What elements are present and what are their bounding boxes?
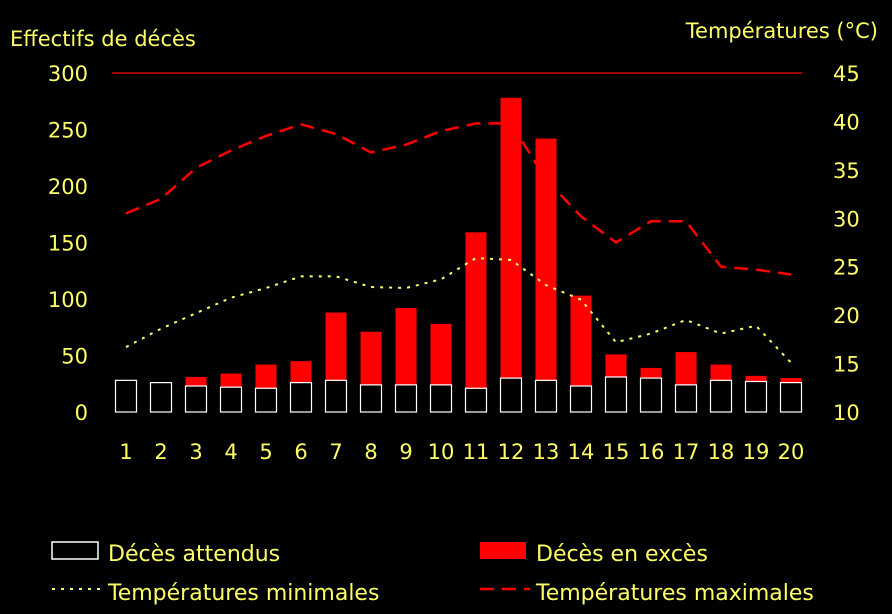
legend-item-expected: Décès attendus — [51, 541, 280, 567]
legend: Décès attendus Décès en excès Températur… — [51, 541, 814, 606]
bar-excess-deaths — [640, 367, 662, 379]
x-tick-label: 8 — [364, 440, 377, 464]
y-left-tick-label: 100 — [48, 288, 88, 312]
bar-expected-deaths — [744, 380, 768, 413]
legend-item-max-temp: Températures maximales — [480, 581, 814, 606]
x-tick-label: 3 — [189, 440, 202, 464]
bar-expected-deaths — [534, 379, 558, 413]
legend-swatch-excess — [480, 542, 526, 559]
y-left-tick-labels: 0 50 100 150 200 250 300 — [48, 62, 88, 425]
x-tick-label: 19 — [743, 440, 770, 464]
x-tick-label: 6 — [294, 440, 307, 464]
bar-expected-deaths — [149, 382, 173, 413]
x-tick-label: 11 — [463, 440, 490, 464]
y-left-tick-label: 0 — [75, 401, 88, 425]
y-left-tick-label: 200 — [48, 175, 88, 199]
y-right-tick-label: 40 — [833, 110, 860, 134]
legend-label-excess: Décès en excès — [536, 542, 708, 567]
bar-expected-deaths — [254, 387, 278, 413]
bar-expected-deaths — [359, 384, 383, 413]
x-tick-label: 13 — [533, 440, 560, 464]
bar-excess-deaths — [745, 375, 767, 382]
x-tick-label: 16 — [638, 440, 665, 464]
x-tick-label: 17 — [673, 440, 700, 464]
y-left-tick-label: 50 — [61, 345, 88, 369]
bar-expected-deaths — [429, 384, 453, 413]
bar-expected-deaths — [569, 385, 593, 413]
bar-expected-deaths — [324, 379, 348, 413]
legend-item-min-temp: Températures minimales — [52, 581, 379, 606]
bar-expected-deaths — [184, 385, 208, 413]
legend-label-max-temp: Températures maximales — [535, 581, 814, 606]
bar-expected-deaths — [639, 377, 663, 413]
y-left-tick-label: 250 — [48, 119, 88, 143]
bar-expected-deaths — [604, 376, 628, 413]
x-tick-label: 1 — [119, 440, 132, 464]
x-tick-label: 12 — [498, 440, 525, 464]
x-tick-label: 20 — [778, 440, 805, 464]
bar-excess-deaths — [185, 376, 207, 387]
x-tick-label: 2 — [154, 440, 167, 464]
y-right-axis-title: Températures (°C) — [685, 19, 878, 43]
x-tick-label: 10 — [428, 440, 455, 464]
x-tick-labels: 1 2 3 4 5 6 7 8 9 10 11 12 13 14 15 16 17 18 19 20 — [119, 440, 804, 464]
y-right-tick-labels: 10 15 20 25 30 35 40 45 — [833, 62, 860, 425]
y-right-tick-label: 15 — [833, 353, 860, 377]
y-left-tick-label: 150 — [48, 232, 88, 256]
bar-excess-deaths — [430, 323, 452, 385]
y-right-tick-label: 45 — [833, 62, 860, 86]
y-right-tick-label: 25 — [833, 256, 860, 280]
x-tick-label: 4 — [224, 440, 237, 464]
bar-excess-deaths — [290, 361, 312, 383]
bar-expected-deaths — [499, 377, 523, 413]
bar-expected-deaths — [674, 384, 698, 413]
temperature-lines-group — [125, 122, 792, 364]
x-tick-label: 7 — [329, 440, 342, 464]
bar-expected-deaths — [114, 379, 138, 413]
x-tick-label: 15 — [603, 440, 630, 464]
bar-excess-deaths — [465, 232, 487, 389]
x-tick-label: 9 — [399, 440, 412, 464]
legend-item-excess: Décès en excès — [480, 542, 708, 567]
y-right-tick-label: 35 — [833, 159, 860, 183]
y-left-axis-title: Effectifs de décès — [10, 27, 196, 51]
bar-expected-deaths — [709, 379, 733, 413]
legend-swatch-expected — [51, 541, 99, 560]
bars-group — [114, 97, 803, 413]
bar-expected-deaths — [289, 382, 313, 413]
bar-expected-deaths — [464, 387, 488, 413]
bar-expected-deaths — [394, 384, 418, 413]
y-right-tick-label: 20 — [833, 304, 860, 328]
line-min-temperature — [125, 256, 792, 364]
bar-expected-deaths — [219, 386, 243, 413]
legend-label-min-temp: Températures minimales — [107, 581, 379, 606]
bar-excess-deaths — [605, 354, 627, 377]
bar-excess-deaths — [325, 312, 347, 381]
bar-excess-deaths — [395, 308, 417, 385]
bar-excess-deaths — [675, 352, 697, 385]
bar-excess-deaths — [570, 295, 592, 387]
y-left-tick-label: 300 — [48, 62, 88, 86]
bar-expected-deaths — [779, 382, 803, 413]
bar-excess-deaths — [360, 331, 382, 385]
bar-excess-deaths — [710, 364, 732, 381]
bar-excess-deaths — [220, 373, 242, 388]
y-right-tick-label: 30 — [833, 207, 860, 231]
legend-label-expected: Décès attendus — [108, 542, 280, 567]
line-max-temperature — [125, 122, 792, 276]
x-tick-label: 18 — [708, 440, 735, 464]
bar-excess-deaths — [780, 378, 802, 383]
bar-excess-deaths — [535, 138, 557, 381]
y-right-tick-label: 10 — [833, 401, 860, 425]
x-tick-label: 14 — [568, 440, 595, 464]
x-tick-label: 5 — [259, 440, 272, 464]
bar-excess-deaths — [255, 364, 277, 389]
bar-excess-deaths — [500, 97, 522, 379]
